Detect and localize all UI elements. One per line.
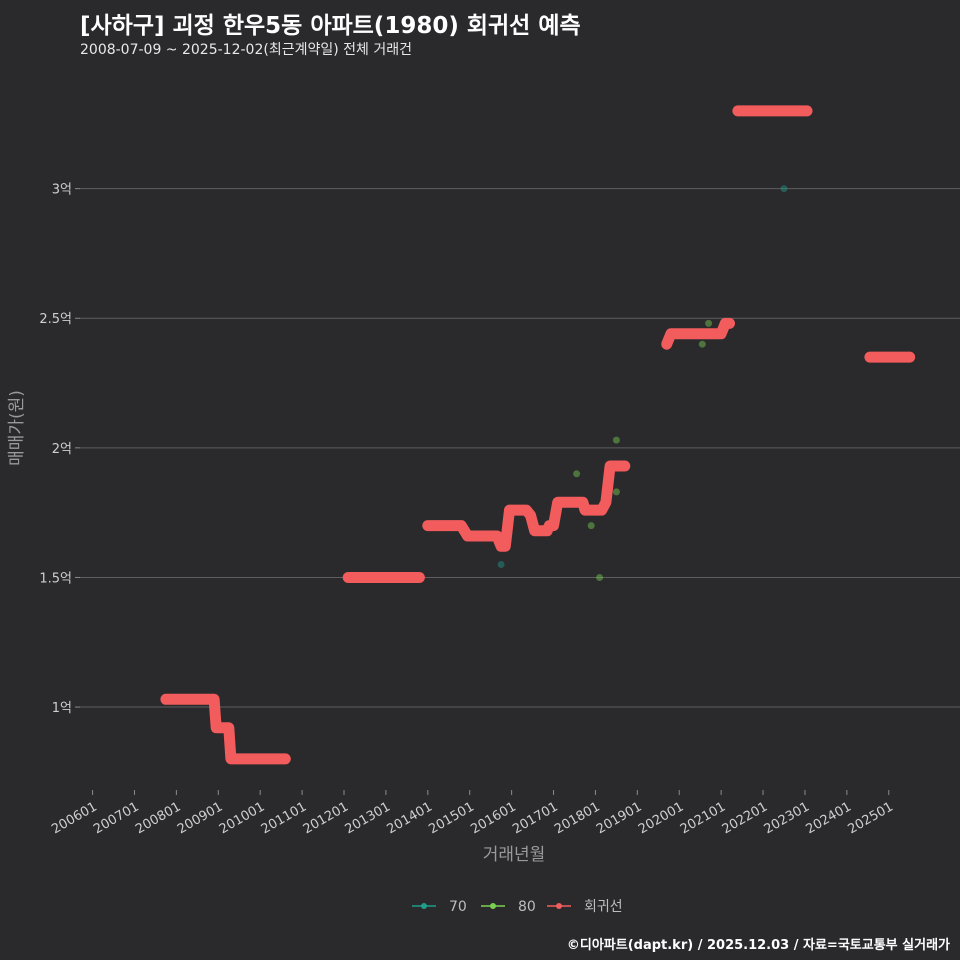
- y-tick-labels: 1억 1.5억 2억 2.5억 3억: [39, 183, 72, 716]
- data-point-80: [612, 488, 620, 496]
- regression-lines: [160, 105, 916, 765]
- chart-title: [사하구] 괴정 한우5동 아파트(1980) 회귀선 예측: [80, 13, 581, 39]
- y-gridlines: [75, 188, 960, 708]
- x-tick-label: 200801: [133, 799, 183, 837]
- data-point-80: [587, 522, 595, 530]
- x-tick-label: 201301: [343, 799, 393, 837]
- x-tick-label: 202301: [762, 799, 812, 837]
- y-tick-label: 3억: [52, 183, 72, 198]
- y-tick-label: 1.5억: [39, 571, 72, 586]
- legend-key-dot: [421, 903, 427, 909]
- x-tick-label: 202401: [804, 799, 854, 837]
- x-tick-label: 201901: [594, 799, 644, 837]
- x-tick-label: 201401: [385, 799, 435, 837]
- regression-line-segment: [661, 317, 735, 350]
- x-tick-label: 201601: [468, 799, 518, 837]
- regression-line-segment: [160, 693, 291, 765]
- x-tick-label: 201001: [217, 799, 267, 837]
- legend-label: 70: [449, 899, 467, 915]
- data-point-80: [573, 470, 581, 478]
- x-axis-label: 거래년월: [483, 845, 546, 865]
- x-tick-label: 200901: [175, 799, 225, 837]
- legend-key-dot: [556, 903, 562, 909]
- x-tick-label: 200701: [91, 799, 141, 837]
- x-tick-label: 201501: [426, 799, 476, 837]
- x-tick-label: 201101: [259, 799, 309, 837]
- x-tick-label: 200601: [49, 799, 99, 837]
- x-tick-label: 201201: [301, 799, 351, 837]
- data-point-80: [596, 574, 604, 581]
- x-tick-label: 201701: [510, 799, 560, 837]
- scatter-points: [497, 185, 788, 581]
- data-point-80: [705, 319, 713, 327]
- y-tick-label: 2억: [52, 442, 72, 457]
- data-point-80: [612, 436, 620, 444]
- data-point-70: [780, 185, 788, 193]
- y-tick-label: 1억: [52, 701, 72, 716]
- x-tick-label: 202101: [678, 799, 728, 837]
- y-tick-label: 2.5억: [39, 312, 72, 327]
- legend-label: 회귀선: [584, 899, 623, 915]
- chart-subtitle: 2008-07-09 ~ 2025-12-02(최근계약일) 전체 거래건: [80, 42, 412, 58]
- data-point-80: [698, 340, 706, 348]
- x-tick-label: 202501: [845, 799, 895, 837]
- x-tick-label: 202001: [636, 799, 686, 837]
- x-tick-label: 201801: [552, 799, 602, 837]
- x-tick-labels: 2006012007012008012009012010012011012012…: [49, 790, 896, 837]
- legend-key-dot: [490, 903, 496, 909]
- data-point-70: [497, 561, 505, 568]
- source-caption: ©디아파트(dapt.kr) / 2025.12.03 / 자료=국토교통부 실…: [566, 938, 950, 953]
- legend: 70 80 회귀선: [412, 899, 623, 915]
- legend-label: 80: [518, 899, 536, 915]
- regression-line-segment: [422, 460, 631, 552]
- y-axis-label: 매매가(원): [7, 390, 27, 466]
- x-tick-label: 202201: [720, 799, 770, 837]
